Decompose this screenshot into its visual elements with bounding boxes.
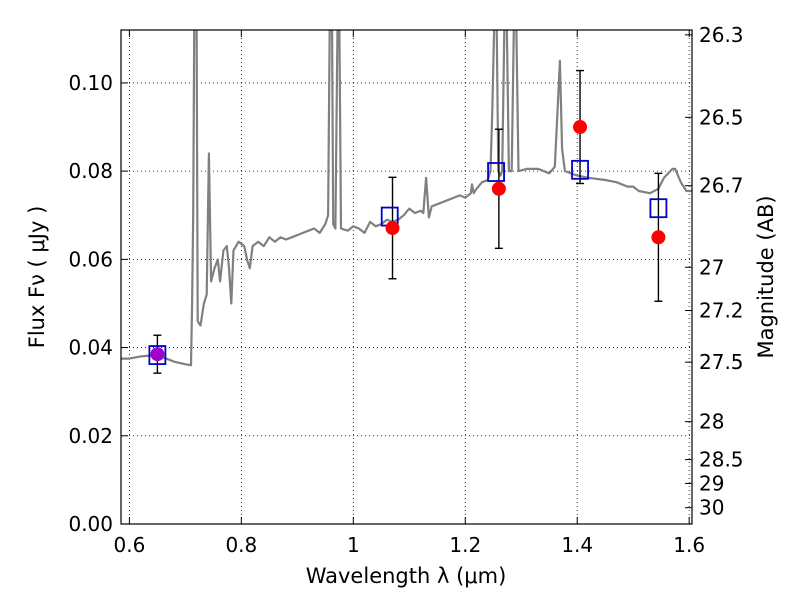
- y-tick-label: 0.00: [68, 512, 113, 536]
- x-tick-label: 1.2: [449, 533, 481, 557]
- x-tick-label: 0.6: [113, 533, 145, 557]
- y-tick-label: 0.08: [68, 159, 113, 183]
- data-layer: [121, 30, 692, 374]
- y-tick-label: 0.02: [68, 424, 113, 448]
- observed-point: [651, 230, 666, 245]
- x-axis-label: Wavelength λ (μm): [306, 564, 507, 588]
- model-point: [487, 162, 505, 182]
- plot-frame: [120, 29, 693, 525]
- right-tick-label: 26.5: [699, 105, 744, 129]
- spectrum-line: [121, 30, 692, 367]
- right-tick-label: 27.2: [699, 299, 744, 323]
- observed-point: [150, 347, 165, 362]
- model-point: [571, 159, 589, 180]
- tick-marks: 0.6 0.8 1 1.2 1.4 1.6 0.00 0.02 0.04 0.06 0.08 0.10…: [68, 23, 743, 557]
- right-tick-label: 28: [699, 410, 724, 434]
- right-tick-label: 29: [699, 471, 724, 495]
- right-tick-label: 30: [699, 496, 724, 520]
- model-point: [649, 198, 668, 219]
- x-tick-label: 0.8: [225, 533, 257, 557]
- y-tick-label: 0.10: [68, 71, 113, 95]
- plot-background: [121, 30, 692, 524]
- right-tick-label: 27: [699, 255, 724, 279]
- x-tick-label: 1.4: [561, 533, 593, 557]
- right-tick-label: 28.5: [699, 448, 744, 472]
- right-tick-label: 26.3: [699, 23, 744, 47]
- y-tick-label: 0.06: [68, 247, 113, 271]
- right-axis-label: Magnitude (AB): [754, 195, 778, 358]
- x-tick-label: 1.6: [673, 533, 705, 557]
- right-tick-label: 26.7: [699, 174, 744, 198]
- model-point: [148, 345, 167, 365]
- observed-point: [573, 120, 588, 135]
- x-tick-label: 1: [347, 533, 360, 557]
- y-tick-label: 0.04: [68, 336, 113, 360]
- y-axis-label: Flux Fν ( μJy ): [25, 206, 49, 349]
- observed-point: [385, 221, 400, 236]
- observed-point: [491, 181, 506, 196]
- right-tick-label: 27.5: [699, 350, 744, 374]
